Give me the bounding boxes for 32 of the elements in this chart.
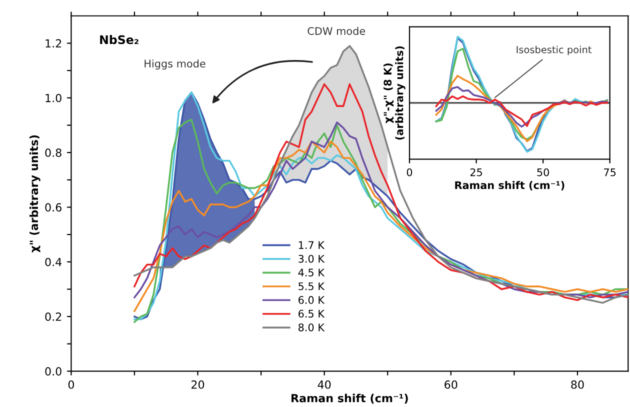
annotation: CDW mode xyxy=(308,26,366,35)
line-series xyxy=(134,45,628,304)
x-tick-label: 75 xyxy=(604,168,616,176)
y-tick-label: 0.8 xyxy=(45,148,62,157)
x-tick-label: 60 xyxy=(444,380,458,389)
x-axis-title: Raman shift (cm⁻¹) xyxy=(292,394,408,404)
x-axis-title: Raman shift (cm⁻¹) xyxy=(455,181,564,190)
y-tick-label: 0.0 xyxy=(45,367,62,376)
x-tick-label: 0 xyxy=(68,380,74,389)
annotation: Higgs mode xyxy=(144,59,206,70)
legend-label: 3.0 K xyxy=(298,254,325,263)
x-tick-label: 50 xyxy=(537,168,549,176)
annotation: Isosbestic point xyxy=(516,46,592,56)
y-tick-label: 1.2 xyxy=(46,39,62,48)
legend-label: 1.7 K xyxy=(298,241,325,249)
annotation: NbSe₂ xyxy=(100,35,138,44)
y-axis-title: χ" (arbitrary units) xyxy=(29,135,40,252)
y-tick-label: 0.6 xyxy=(45,203,62,212)
x-tick-label: 80 xyxy=(571,380,584,389)
y-axis-title: χ"-χ" (8 K) (arbitrary units) xyxy=(384,46,406,140)
x-tick-label: 20 xyxy=(192,380,204,389)
legend-label: 8.0 K xyxy=(298,323,325,332)
legend-label: 5.5 K xyxy=(298,282,325,290)
x-tick-label: 40 xyxy=(318,380,331,389)
y-tick-label: 1.0 xyxy=(46,94,62,102)
y-tick-label: 0.4 xyxy=(45,258,62,266)
legend-label: 4.5 K xyxy=(298,268,325,276)
x-tick-label: 0 xyxy=(406,168,412,176)
y-tick-label: 0.2 xyxy=(45,312,62,321)
legend-label: 6.0 K xyxy=(298,296,325,304)
legend-label: 6.5 K xyxy=(298,310,325,318)
x-tick-label: 25 xyxy=(470,168,482,176)
